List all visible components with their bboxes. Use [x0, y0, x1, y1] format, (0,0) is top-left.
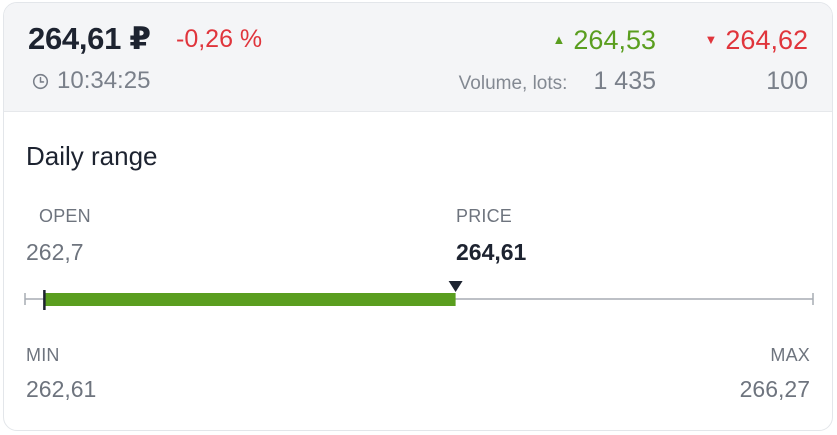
quote-time-value: 10:34:25 [57, 67, 151, 94]
bid-volume-value: 1 435 [593, 67, 656, 95]
triangle-down-icon: ▼ [704, 32, 718, 47]
price-change-percent: -0,26 % [176, 25, 263, 53]
price-marker-icon [448, 281, 463, 292]
min-value: 262,61 [26, 376, 97, 402]
volume-label: Volume, lots: [458, 73, 568, 94]
bid-volume: Volume, lots: 1 435 [459, 67, 656, 96]
clock-icon [32, 73, 49, 89]
open-label: OPEN [39, 206, 91, 226]
ask-price-value: 264,62 [725, 25, 808, 55]
bid-price[interactable]: ▲ 264,53 [553, 25, 656, 56]
quote-time: 10:34:25 [32, 67, 150, 95]
triangle-up-icon: ▲ [552, 32, 566, 47]
ask-price[interactable]: ▼ 264,62 [705, 25, 808, 56]
price-value: 264,61 [456, 239, 527, 265]
last-price: 264,61 ₽ [28, 21, 151, 56]
open-value: 262,7 [26, 239, 84, 265]
price-label: PRICE [456, 206, 513, 226]
quote-card: 264,61 ₽ -0,26 % 10:34:25 ▲ 264,53 ▼ 264… [3, 2, 833, 431]
max-label: MAX [770, 345, 810, 365]
daily-range-title: Daily range [26, 141, 158, 171]
bid-price-value: 264,53 [573, 25, 656, 55]
daily-range-bar [24, 281, 814, 310]
range-fill [44, 293, 456, 306]
ask-volume-value: 100 [766, 67, 808, 95]
quote-header: 264,61 ₽ -0,26 % 10:34:25 ▲ 264,53 ▼ 264… [4, 3, 832, 112]
min-label: MIN [26, 345, 60, 365]
max-value: 266,27 [739, 376, 810, 402]
